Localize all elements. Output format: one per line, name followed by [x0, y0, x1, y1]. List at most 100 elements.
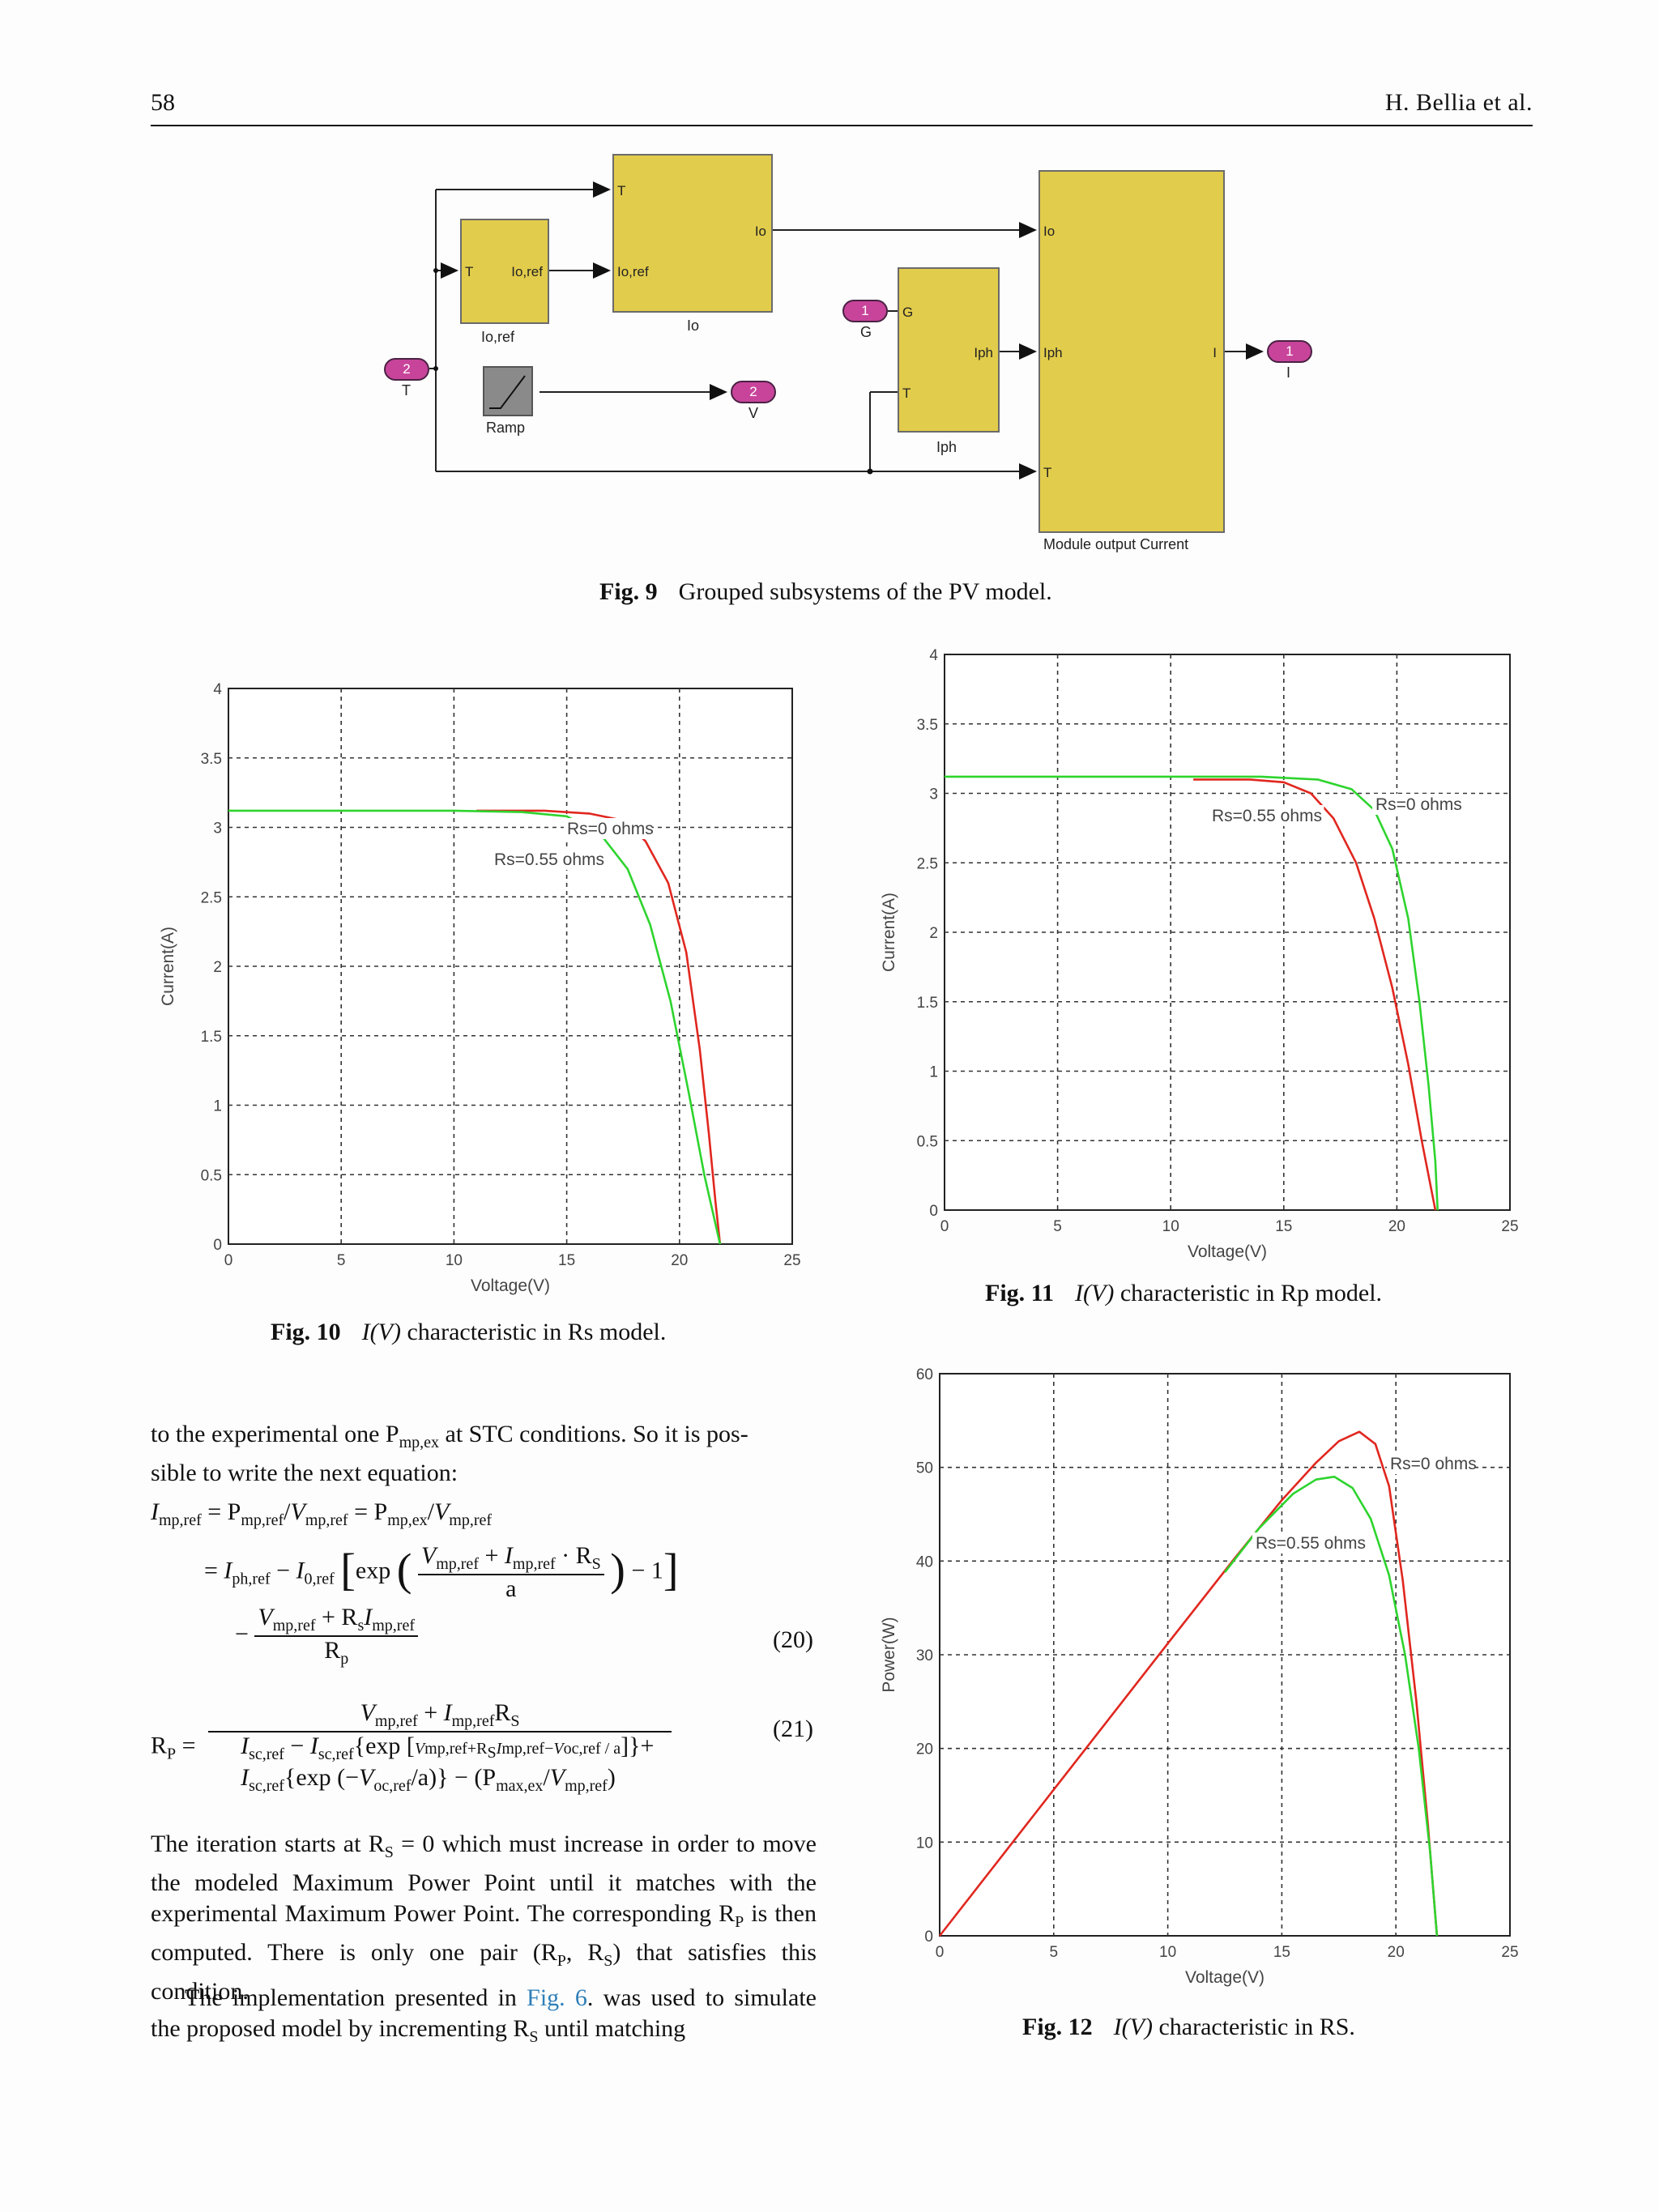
fig11-xaxis-label: Voltage(V) [1188, 1242, 1267, 1261]
fig10-annotation-bg [564, 818, 652, 839]
fig10-caption: Fig. 10 I(V) characteristic in Rs model. [271, 1319, 666, 1346]
fig12-xaxis-label: Voltage(V) [1185, 1968, 1265, 1987]
equation-20-line3: − Vmp,ref + RsImp,ref Rp [235, 1604, 419, 1669]
para2-text-i: ) that satisfies this condition. [151, 1939, 817, 2005]
fig12-xtick-label: 10 [1159, 1944, 1176, 1961]
io-block-in-t-port: T [617, 183, 626, 198]
fig12-yaxis-label: Power(W) [880, 1617, 898, 1692]
para2-text-e: is then computed. There is only one pair… [151, 1900, 817, 1966]
io-block-label: Io [687, 318, 700, 334]
para2-sub-h: S [603, 1952, 613, 1970]
fig11-ytick-label: 2 [929, 925, 938, 942]
fig10-ytick-label: 3 [213, 820, 222, 837]
fig9-label: Fig. 9 [599, 578, 658, 605]
fig10-series-line-0 [476, 809, 722, 1245]
fig12-series-line-0 [938, 1430, 1439, 1937]
fig11-xtick-label: 5 [1053, 1218, 1062, 1235]
para2-sub-d: P [735, 1913, 744, 1931]
fig12-series-line-1 [1223, 1475, 1439, 1937]
fig10-xtick-label: 25 [783, 1252, 800, 1269]
page-header: 58 H. Bellia et al. [151, 89, 1533, 126]
fig10-xtick-label: 0 [224, 1252, 233, 1269]
paragraph-intro: to the experimental one Pmp,ex at STC co… [151, 1419, 817, 1489]
fig10-ytick-label: 2.5 [201, 889, 222, 906]
fig12-annotation-label: Rs=0.55 ohms [1256, 1534, 1366, 1553]
fig12-annotation-bg [1387, 1453, 1475, 1474]
simulink-diagram: T Io,ref Io,ref T Io,ref Io Io G T Iph I… [356, 146, 1328, 567]
para1-text: to the experimental one P [151, 1421, 399, 1447]
fig11-ytick-label: 1.5 [917, 995, 938, 1012]
fig11-ytick-label: 2.5 [917, 855, 938, 872]
iph-block[interactable]: G T Iph [898, 267, 1000, 433]
fig12-caption-italic: I(V) [1113, 2014, 1153, 2040]
equation-20-number: (20) [773, 1626, 813, 1653]
fig12-ytick-label: 40 [916, 1554, 933, 1571]
running-head-authors: H. Bellia et al. [1384, 89, 1533, 116]
fig11-xtick-label: 25 [1501, 1218, 1518, 1235]
io-block[interactable]: T Io,ref Io [612, 154, 773, 313]
ramp-block-label: Ramp [486, 420, 526, 436]
fig10-xtick-label: 5 [337, 1252, 346, 1269]
module-block-label: Module output Current [1043, 536, 1189, 552]
fig12-annotation-bg [1252, 1532, 1368, 1554]
equation-21-number: (21) [773, 1715, 813, 1742]
io-block-out-port: Io [754, 224, 766, 239]
inport-t[interactable]: 2 [384, 358, 429, 381]
fig11-annotation-label: Rs=0 ohms [1375, 795, 1462, 814]
outport-i-label: I [1286, 364, 1291, 381]
paragraph-implementation: The implementation presented in Fig. 6. … [151, 1983, 817, 2052]
para2-sub-b: S [384, 1843, 394, 1861]
fig11-ytick-label: 4 [929, 647, 938, 664]
fig11-annotation-bg [1372, 794, 1461, 815]
ramp-block[interactable] [483, 366, 533, 416]
fig11-ytick-label: 0 [929, 1203, 938, 1220]
para3-text-d: until matching [538, 2015, 686, 2042]
para1-line2: sible to write the next equation: [151, 1460, 458, 1486]
fig11-label: Fig. 11 [985, 1280, 1055, 1306]
module-in-iph-port: Iph [1043, 345, 1063, 360]
iph-block-label: Iph [936, 439, 957, 455]
para1-sub: mp,ex [399, 1434, 440, 1451]
para3-sub-c: S [529, 2028, 539, 2046]
fig11-ytick-label: 0.5 [917, 1133, 938, 1150]
fig11-ytick-label: 3 [929, 786, 938, 803]
fig10-ytick-label: 1.5 [201, 1029, 222, 1046]
fig12-xtick-label: 20 [1388, 1944, 1405, 1961]
fig12-xtick-label: 5 [1050, 1944, 1059, 1961]
fig12-ytick-label: 60 [916, 1366, 933, 1383]
io-ref-block-in-port: T [465, 264, 474, 279]
equation-21: RP = Vmp,ref + Imp,refRS Isc,ref − Isc,r… [151, 1699, 672, 1796]
fig11-annotation-label: Rs=0.55 ohms [1212, 807, 1322, 825]
fig10-ytick-label: 3.5 [201, 751, 222, 768]
fig10-ytick-label: 2 [213, 959, 222, 976]
para2-text-c: = 0 which must increase in order to move… [151, 1831, 817, 1927]
outport-v[interactable]: 2 [731, 381, 776, 403]
fig12-caption-text: characteristic in RS. [1158, 2014, 1355, 2040]
fig12-label: Fig. 12 [1022, 2014, 1093, 2040]
fig11-xtick-label: 15 [1275, 1218, 1292, 1235]
inport-g[interactable]: 1 [842, 300, 888, 322]
fig10-xtick-label: 15 [558, 1252, 575, 1269]
fig10-chart: 0 5 10 15 20 25 0 0.5 1 1.5 2 2.5 3 3.5 4 Voltage(V) Cur… [159, 681, 801, 1295]
fig12-caption: Fig. 12 I(V) characteristic in RS. [1022, 2014, 1355, 2041]
equation-20-line2: = Iph,ref − I0,ref [exp ( Vmp,ref + Imp,… [204, 1542, 679, 1602]
outport-v-label: V [748, 405, 759, 421]
fig12-ytick-label: 50 [916, 1460, 933, 1477]
fig10-caption-text: characteristic in Rs model. [407, 1319, 667, 1345]
outport-i[interactable]: 1 [1267, 340, 1312, 363]
module-in-t-port: T [1043, 465, 1052, 480]
fig10-caption-italic: I(V) [361, 1319, 401, 1345]
fig12-ytick-label: 20 [916, 1741, 933, 1758]
io-ref-block[interactable]: T Io,ref [460, 219, 549, 324]
fig6-link[interactable]: Fig. 6 [527, 1984, 587, 2011]
para1-text-rest: at STC conditions. So it is pos- [439, 1421, 748, 1447]
module-output-current-block[interactable]: Io Iph T I [1038, 170, 1225, 533]
fig12-chart: 0 5 10 15 20 25 0 10 20 30 40 50 60 Voltage(V) Power(W… [880, 1366, 1519, 1987]
para2-text-g: , R [565, 1939, 604, 1966]
fig11-xtick-label: 20 [1388, 1218, 1405, 1235]
fig12-xtick-label: 25 [1501, 1944, 1518, 1961]
iph-block-in-t-port: T [902, 386, 911, 401]
fig10-series-line-1 [228, 809, 722, 1245]
inport-t-label: T [402, 382, 411, 399]
fig11-xtick-label: 10 [1162, 1218, 1179, 1235]
